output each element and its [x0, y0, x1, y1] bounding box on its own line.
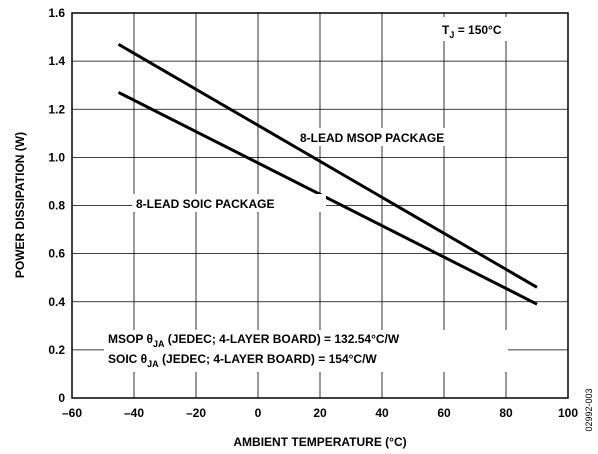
msop-label-bg [296, 128, 494, 146]
y-tick-label: 0.2 [48, 343, 65, 357]
junction-temp-condition: TJ = 150°C [442, 23, 502, 40]
y-tick-label: 0.4 [48, 295, 65, 309]
x-tick-label: 20 [313, 406, 327, 420]
note-soic-theta: SOIC θJA (JEDEC; 4-LAYER BOARD) = 154°C/… [108, 352, 377, 369]
msop-series-line [117, 42, 538, 289]
x-tick-label: 100 [558, 406, 578, 420]
notes-bg [104, 330, 508, 372]
y-tick-label: 1.2 [48, 102, 65, 116]
x-axis-title: AMBIENT TEMPERATURE (°C) [233, 435, 406, 449]
figure-code: 02992-003 [584, 388, 594, 431]
x-tick-label: 0 [255, 406, 262, 420]
x-tick-label: –20 [186, 406, 206, 420]
y-tick-label: 1.0 [48, 150, 65, 164]
y-tick-labels: 0 0.2 0.4 0.6 0.8 1.0 1.2 1.4 1.6 [48, 6, 65, 405]
x-tick-label: 60 [437, 406, 451, 420]
y-tick-label: 0.6 [48, 247, 65, 261]
x-tick-label: 80 [499, 406, 513, 420]
x-tick-label: –40 [124, 406, 144, 420]
y-tick-label: 1.4 [48, 54, 65, 68]
series-label-soic: 8-LEAD SOIC PACKAGE [136, 197, 274, 211]
soic-label-bg [132, 194, 326, 212]
plot-frame [71, 12, 569, 399]
note-msop-theta: MSOP θJA (JEDEC; 4-LAYER BOARD) = 132.54… [108, 332, 400, 349]
y-axis-title: POWER DISSIPATION (W) [13, 132, 27, 278]
series-lines [117, 42, 538, 306]
y-tick-label: 0.8 [48, 199, 65, 213]
x-tick-label: –60 [62, 406, 82, 420]
y-tick-label: 0 [58, 391, 65, 405]
x-tick-label: 40 [375, 406, 389, 420]
series-label-msop: 8-LEAD MSOP PACKAGE [300, 131, 444, 145]
x-tick-labels: –60 –40 –20 0 20 40 60 80 100 [62, 406, 578, 420]
y-tick-label: 1.6 [48, 6, 65, 20]
condition-bg [438, 17, 556, 41]
soic-series-line [117, 91, 538, 306]
